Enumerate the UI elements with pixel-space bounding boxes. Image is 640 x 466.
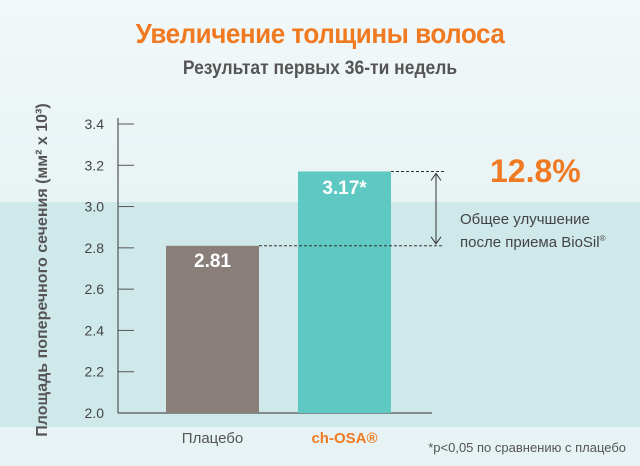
registered-mark: ®: [599, 234, 606, 243]
chart-title: Увеличение толщины волоса: [135, 18, 505, 49]
difference-arrow-up-icon: [430, 172, 442, 181]
chart-subtitle: Результат первых 36-ти недель: [182, 58, 458, 79]
y-tick-label-7: 3.4: [85, 116, 105, 132]
footnote: *p<0,05 по сравнению с плацебо: [428, 440, 626, 455]
x-category-label-1: ch-OSA®: [311, 430, 377, 447]
y-tick-label-4: 2.8: [85, 240, 105, 256]
y-tick-label-1: 2.2: [85, 364, 105, 380]
y-tick-label-0: 2.0: [85, 405, 105, 421]
x-category-label-0: Плацебо: [182, 430, 243, 447]
improvement-note-line1: Общее улучшение: [460, 211, 590, 228]
improvement-percent: 12.8%: [490, 153, 581, 189]
improvement-note-line2: после приема BioSil®: [460, 229, 606, 252]
y-tick-label-5: 3.0: [85, 199, 105, 215]
bar-1: [298, 171, 391, 413]
difference-arrow-down-icon: [430, 236, 442, 245]
improvement-note: Общее улучшение после приема BioSil®: [460, 210, 606, 252]
bar-value-label-0: 2.81: [194, 251, 231, 272]
y-tick-label-3: 2.6: [85, 281, 105, 297]
background-footer: [0, 427, 640, 466]
bar-0: [166, 245, 259, 413]
y-tick-label-6: 3.2: [85, 157, 105, 173]
bar-value-label-1: 3.17*: [322, 178, 367, 199]
improvement-note-line2-text: после приема BioSil: [460, 234, 600, 251]
background-top: [0, 0, 640, 202]
y-tick-label-2: 2.4: [85, 322, 105, 338]
